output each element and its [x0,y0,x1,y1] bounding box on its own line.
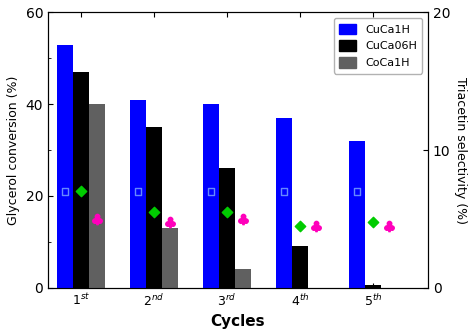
Legend: CuCa1H, CuCa06H, CoCa1H: CuCa1H, CuCa06H, CoCa1H [334,18,422,74]
Bar [276,118,292,288]
Bar [89,104,105,288]
Bar [146,127,162,288]
Point [166,219,174,224]
Bar [219,168,235,288]
Point [385,223,393,228]
Bar [365,286,381,288]
Point [77,189,85,194]
Point [353,189,361,194]
Bar [203,104,219,288]
Point [61,189,69,194]
Y-axis label: Glycerol conversion (%): Glycerol conversion (%) [7,75,20,225]
Bar [162,228,178,288]
X-axis label: Cycles: Cycles [210,314,265,329]
Bar [349,141,365,288]
Point [296,223,304,228]
Y-axis label: Triacetin selectivity (%): Triacetin selectivity (%) [454,77,467,223]
Bar [57,45,73,288]
Bar [292,246,308,288]
Point [312,223,320,228]
Point [150,209,158,215]
Point [223,209,231,215]
Point [239,216,247,222]
Point [207,189,215,194]
Point [369,219,377,224]
Point [93,216,101,222]
Bar [73,72,89,288]
Bar [130,99,146,288]
Point [134,189,142,194]
Point [280,189,288,194]
Bar [235,269,251,288]
